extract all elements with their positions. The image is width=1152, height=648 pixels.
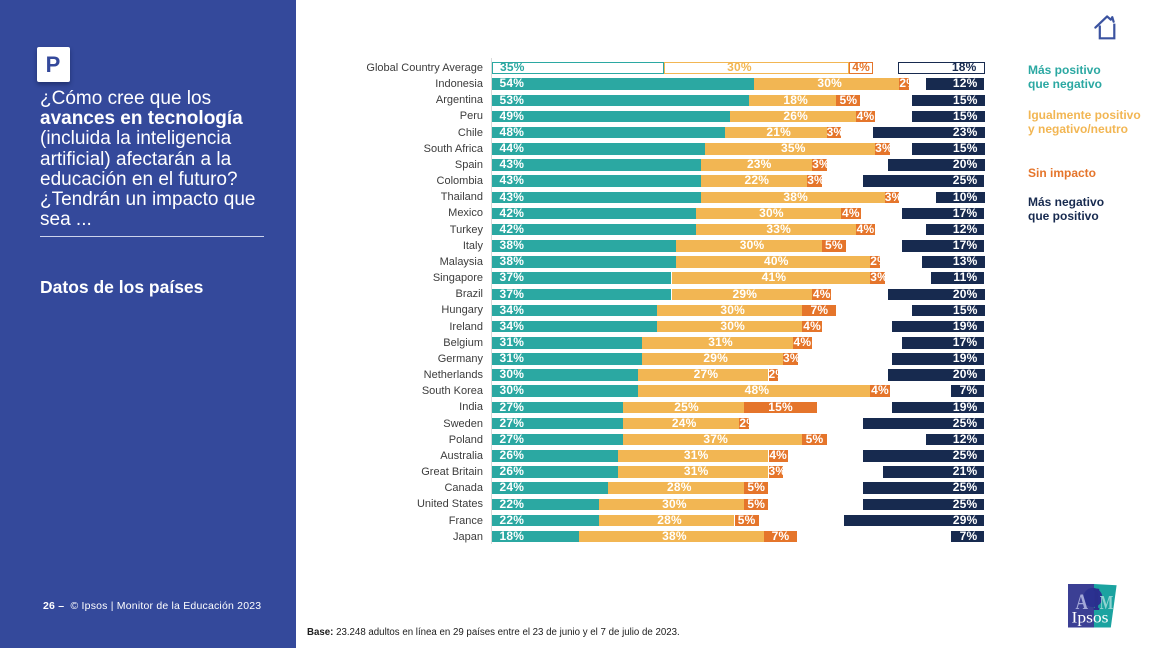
svg-text:A: A — [1076, 589, 1089, 614]
svg-text:M: M — [1100, 592, 1114, 614]
svg-text:Ipsos: Ipsos — [1072, 610, 1109, 627]
